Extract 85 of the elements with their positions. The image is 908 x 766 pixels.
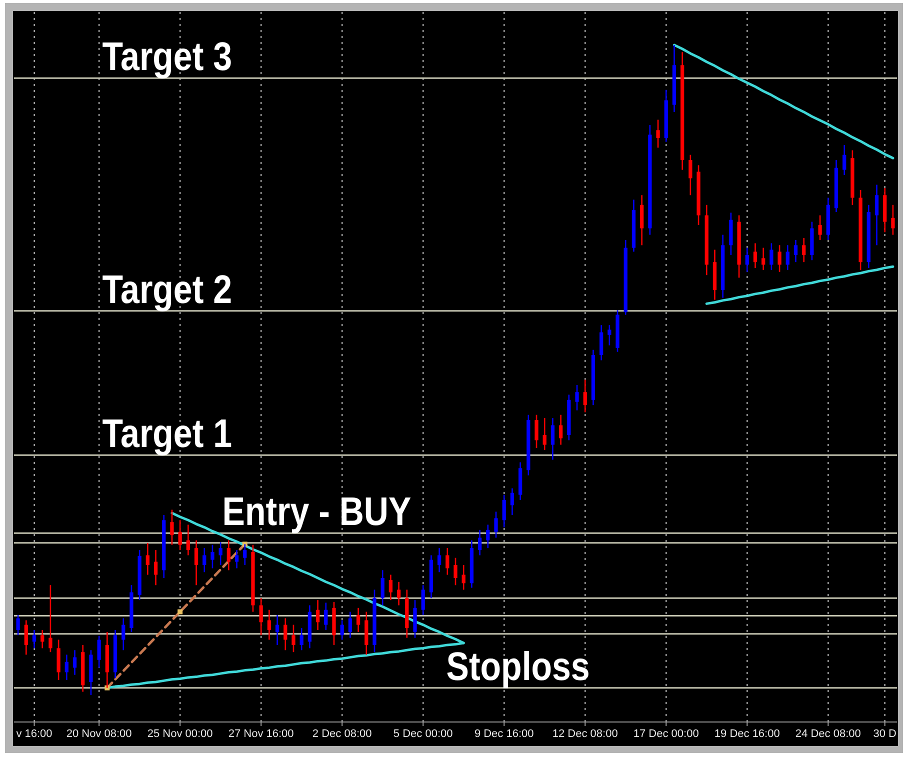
candlestick (340, 620, 344, 640)
candlestick (388, 574, 393, 601)
candlestick (818, 214, 822, 241)
x-tick-label: 27 Nov 16:00 (228, 728, 294, 740)
candlestick (316, 599, 320, 631)
candlestick (778, 244, 782, 272)
candlestick (656, 119, 660, 148)
candlestick (97, 635, 101, 668)
x-tick-label: v 16:00 (16, 728, 52, 740)
candlestick (243, 544, 247, 566)
x-tick-label: 20 Nov 08:00 (66, 728, 132, 740)
candlestick (226, 540, 230, 571)
candlestick (437, 547, 442, 573)
candlestick (64, 654, 68, 681)
candlestick (24, 620, 28, 656)
candlestick (558, 414, 563, 446)
candlestick (421, 584, 425, 616)
candlestick (210, 544, 214, 569)
candlestick (146, 542, 150, 576)
x-tick-label: 30 D (873, 728, 897, 740)
candlestick (202, 547, 206, 573)
candlestick (72, 650, 77, 676)
candlestick (300, 627, 304, 651)
candlestick (802, 237, 806, 263)
ref-line-label: Target 2 (102, 266, 232, 312)
candlestick (575, 384, 579, 411)
x-tick-label: 2 Dec 08:00 (312, 728, 372, 740)
candlestick (608, 324, 612, 346)
candlestick (40, 629, 44, 649)
candlestick (550, 417, 555, 460)
candlestick (640, 194, 644, 246)
x-tick-label: 5 Dec 00:00 (393, 728, 453, 740)
candlestick (542, 417, 546, 451)
candlestick (770, 242, 774, 271)
candlestick (380, 570, 384, 606)
candlestick (583, 379, 587, 413)
candlestick (32, 629, 36, 649)
candlestick (178, 520, 182, 551)
candlestick (446, 547, 450, 576)
candlestick (186, 524, 190, 556)
candlestick (891, 204, 895, 236)
candlestick (794, 239, 798, 263)
candlestick (170, 509, 174, 546)
candlestick (48, 584, 52, 653)
candlestick (599, 324, 604, 361)
candlestick (486, 524, 490, 549)
ref-line-label: Stoploss (446, 643, 590, 688)
ref-line-label: Entry - BUY (222, 488, 412, 534)
x-tick-label: 24 Dec 08:00 (795, 728, 861, 740)
candlestick (762, 247, 766, 271)
candlestick (494, 511, 498, 538)
candlestick (454, 557, 458, 586)
candlestick (874, 184, 879, 246)
candlestick (154, 549, 158, 586)
candlestick (122, 618, 126, 651)
x-tick-label: 19 Dec 16:00 (714, 728, 780, 740)
ref-line-label: Target 3 (102, 34, 232, 79)
x-tick-label: 12 Dec 08:00 (552, 728, 618, 740)
candlestick (267, 609, 271, 640)
x-tick-label: 17 Dec 00:00 (633, 728, 699, 740)
candlestick (745, 247, 749, 272)
candlestick (510, 488, 514, 516)
candlestick (478, 529, 482, 556)
candlestick (292, 624, 296, 653)
x-tick-label: 9 Dec 16:00 (474, 728, 534, 740)
candlestick (786, 244, 790, 271)
candlestick (502, 494, 506, 528)
candlestick (348, 611, 352, 638)
candlestick (842, 144, 846, 176)
candlestick (275, 614, 280, 646)
candlestick (356, 607, 360, 633)
candlestick (396, 581, 401, 606)
x-tick-label: 25 Nov 00:00 (147, 728, 213, 740)
candlestick (688, 154, 692, 196)
candlestick (234, 549, 239, 569)
candlestick (259, 598, 263, 636)
candlestick (218, 542, 222, 566)
candlestick (324, 602, 328, 631)
candlestick (284, 618, 288, 651)
candlestick (462, 564, 466, 590)
candlestick (753, 242, 758, 269)
ref-line-label: Target 1 (102, 410, 232, 456)
candlestick (194, 540, 198, 586)
candlestick (16, 614, 20, 636)
candlestick (534, 414, 538, 449)
